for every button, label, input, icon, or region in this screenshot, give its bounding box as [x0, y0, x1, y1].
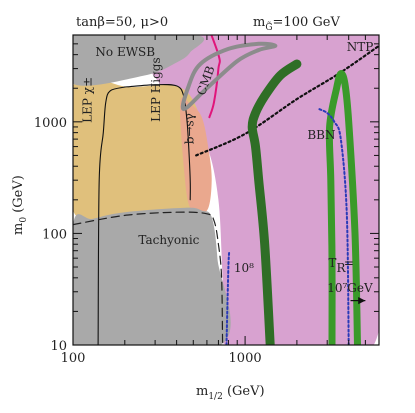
- annotation-tr-label-sub: R: [337, 261, 347, 275]
- y-axis-title-rest: (GeV): [11, 175, 26, 217]
- x-tick-label: 100: [61, 351, 86, 366]
- x-tick-label: 1000: [229, 351, 262, 366]
- header-right-sub: G̃: [265, 21, 272, 33]
- x-axis-title-rest: (GeV): [223, 384, 265, 399]
- annotation-tr-label-main: T: [328, 256, 336, 270]
- regions-layer: [73, 35, 379, 345]
- region-tachyonic: [73, 207, 231, 345]
- header-right-main: m: [253, 15, 265, 30]
- plot-frame: [72, 34, 380, 346]
- curve-blue-tr: [318, 108, 350, 345]
- x-axis-title-sub: 1/2: [208, 392, 222, 402]
- region-no-ewsb: [73, 35, 204, 86]
- y-axis-title: m0 (GeV): [11, 175, 29, 235]
- curve-ntp-line: [195, 44, 379, 157]
- annotation-tr-value: 10⁷GeV: [327, 281, 373, 295]
- label-lep-chargino: LEP χ±: [80, 77, 94, 123]
- label-bsgamma: b→sγ: [182, 113, 196, 144]
- x-axis-title-main: m: [196, 384, 208, 399]
- label-no-ewsb: No EWSB: [95, 45, 155, 59]
- header-right-rest: =100 GeV: [273, 15, 341, 30]
- y-axis-title-sub: 0: [19, 217, 29, 223]
- y-tick-label: 10: [50, 339, 67, 354]
- y-tick-label: 100: [42, 227, 67, 242]
- label-lep-higgs: LEP Higgs: [149, 57, 163, 121]
- header-left: tanβ=50, μ>0: [76, 15, 168, 30]
- curve-lep-chargino: [97, 86, 126, 345]
- x-axis-title: m1/2 (GeV): [196, 384, 265, 402]
- label-bbn: BBN: [307, 128, 335, 142]
- curves-layer: [73, 35, 379, 345]
- curve-green-tr-1e7: [325, 70, 361, 345]
- region-lep-higgs: [73, 76, 210, 221]
- annotation-tr-label-eq: =: [344, 256, 354, 270]
- curve-green-tr-1e8: [247, 59, 302, 345]
- curve-tachyonic-dashed: [73, 211, 224, 345]
- label-blue-1e8: 10⁸: [234, 261, 254, 275]
- y-tick-label: 1000: [34, 116, 67, 131]
- curve-blue-1e8: [225, 249, 231, 345]
- curve-cmb-gray-loop: [180, 41, 278, 112]
- y-axis-title-main: m: [11, 223, 26, 235]
- label-ntp-line: NTP: [347, 40, 374, 54]
- label-tachyonic: Tachyonic: [138, 233, 199, 247]
- header-right: mG̃=100 GeV: [253, 15, 340, 33]
- curve-cmb-pink: [208, 35, 221, 119]
